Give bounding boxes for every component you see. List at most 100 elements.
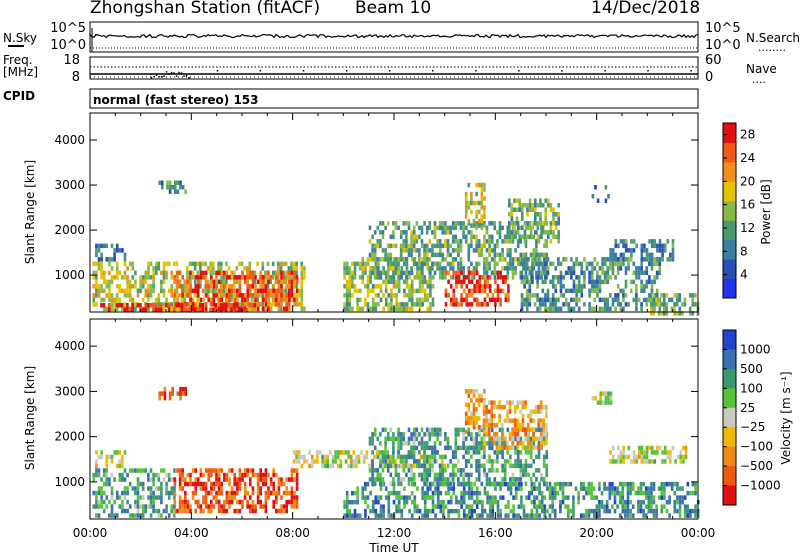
heatmap-cell — [371, 436, 374, 442]
x-tick-label: 00:00 — [681, 526, 716, 540]
heatmap-cell — [144, 504, 148, 509]
heatmap-cell — [483, 468, 486, 473]
heatmap-cell — [472, 218, 476, 224]
heatmap-cell — [629, 288, 633, 294]
heatmap-cell — [212, 266, 215, 271]
heatmap-cell — [653, 261, 656, 267]
heatmap-cell — [501, 450, 504, 455]
heatmap-cell — [392, 293, 396, 298]
heatmap-cell — [665, 302, 669, 307]
heatmap-cell — [225, 508, 229, 514]
heatmap-cell — [639, 486, 643, 491]
heatmap-cell — [92, 472, 96, 478]
heatmap-cell — [439, 508, 443, 514]
heatmap-cell — [480, 252, 484, 258]
y-tick-label: 1000 — [54, 268, 85, 282]
heatmap-cell — [210, 508, 213, 514]
heatmap-cell — [632, 279, 636, 285]
freq-right-tick-bottom: 0 — [705, 70, 713, 85]
heatmap-cell — [446, 243, 450, 249]
heatmap-cell — [491, 293, 495, 298]
heatmap-cell — [275, 270, 278, 276]
heatmap-cell — [352, 459, 356, 464]
heatmap-cell — [544, 257, 547, 262]
heatmap-cell — [447, 513, 450, 518]
heatmap-cell — [510, 212, 514, 217]
heatmap-cell — [640, 266, 643, 271]
heatmap-cell — [475, 513, 479, 518]
heatmap-cell — [425, 463, 428, 469]
heatmap-cell — [661, 243, 664, 249]
heatmap-cell — [438, 225, 442, 231]
heatmap-cell — [431, 297, 435, 303]
heatmap-cell — [113, 248, 116, 253]
heatmap-cell — [235, 303, 238, 308]
heatmap-cell — [465, 293, 469, 298]
heatmap-cell — [251, 284, 255, 289]
heatmap-cell — [233, 490, 236, 496]
heatmap-cell — [600, 504, 604, 509]
heatmap-cell — [204, 275, 207, 280]
heatmap-cell — [491, 495, 495, 500]
heatmap-cell — [632, 454, 636, 460]
heatmap-cell — [485, 225, 489, 231]
heatmap-cell — [546, 293, 550, 298]
heatmap-cell — [490, 409, 494, 414]
heatmap-cell — [215, 270, 218, 276]
heatmap-cell — [418, 248, 421, 253]
heatmap-cell — [233, 306, 236, 312]
heatmap-cell — [488, 513, 492, 518]
heatmap-cell — [178, 270, 182, 276]
heatmap-cell — [516, 418, 520, 423]
heatmap-cell — [92, 490, 96, 496]
heatmap-cell — [443, 463, 447, 469]
heatmap-cell — [676, 454, 680, 460]
heatmap-cell — [521, 203, 524, 208]
heatmap-cell — [134, 513, 137, 518]
heatmap-cell — [483, 398, 486, 403]
heatmap-cell — [619, 288, 623, 294]
heatmap-cell — [511, 463, 515, 469]
heatmap-cell — [521, 427, 525, 432]
heatmap-cell — [423, 432, 426, 437]
heatmap-cell — [290, 297, 293, 303]
heatmap-cell — [399, 459, 403, 464]
heatmap-cell — [572, 261, 576, 267]
heatmap-cell — [379, 477, 382, 482]
heatmap-cell — [511, 431, 514, 437]
heatmap-cell — [381, 468, 385, 473]
heatmap-cell — [184, 386, 187, 392]
heatmap-cell — [516, 257, 520, 262]
heatmap-cell — [686, 481, 690, 487]
heatmap-cell — [407, 441, 411, 446]
heatmap-cell — [577, 495, 580, 500]
heatmap-cell — [438, 477, 442, 482]
colorbar-swatch — [723, 161, 736, 182]
heatmap-cell — [554, 234, 558, 239]
heatmap-cell — [108, 454, 111, 460]
heatmap-cell — [382, 257, 385, 262]
heatmap-cell — [241, 302, 244, 307]
heatmap-cell — [245, 307, 249, 312]
heatmap-cell — [485, 404, 488, 410]
heatmap-cell — [392, 481, 395, 487]
heatmap-cell — [171, 185, 174, 190]
heatmap-cell — [144, 288, 148, 294]
heatmap-cell — [428, 468, 432, 473]
heatmap-cell — [384, 275, 388, 280]
heatmap-cell — [386, 243, 390, 249]
heatmap-cell — [147, 504, 150, 509]
heatmap-cell — [467, 407, 471, 412]
heatmap-cell — [139, 284, 142, 289]
heatmap-cell — [529, 252, 533, 258]
heatmap-cell — [542, 454, 546, 460]
heatmap-cell — [429, 486, 432, 491]
heatmap-cell — [462, 427, 465, 433]
heatmap-cell — [407, 252, 411, 258]
heatmap-cell — [598, 284, 602, 289]
heatmap-cell — [602, 400, 605, 405]
heatmap-cell — [475, 445, 478, 451]
heatmap-cell — [662, 297, 666, 303]
heatmap-cell — [147, 266, 150, 271]
heatmap-cell — [272, 481, 275, 487]
